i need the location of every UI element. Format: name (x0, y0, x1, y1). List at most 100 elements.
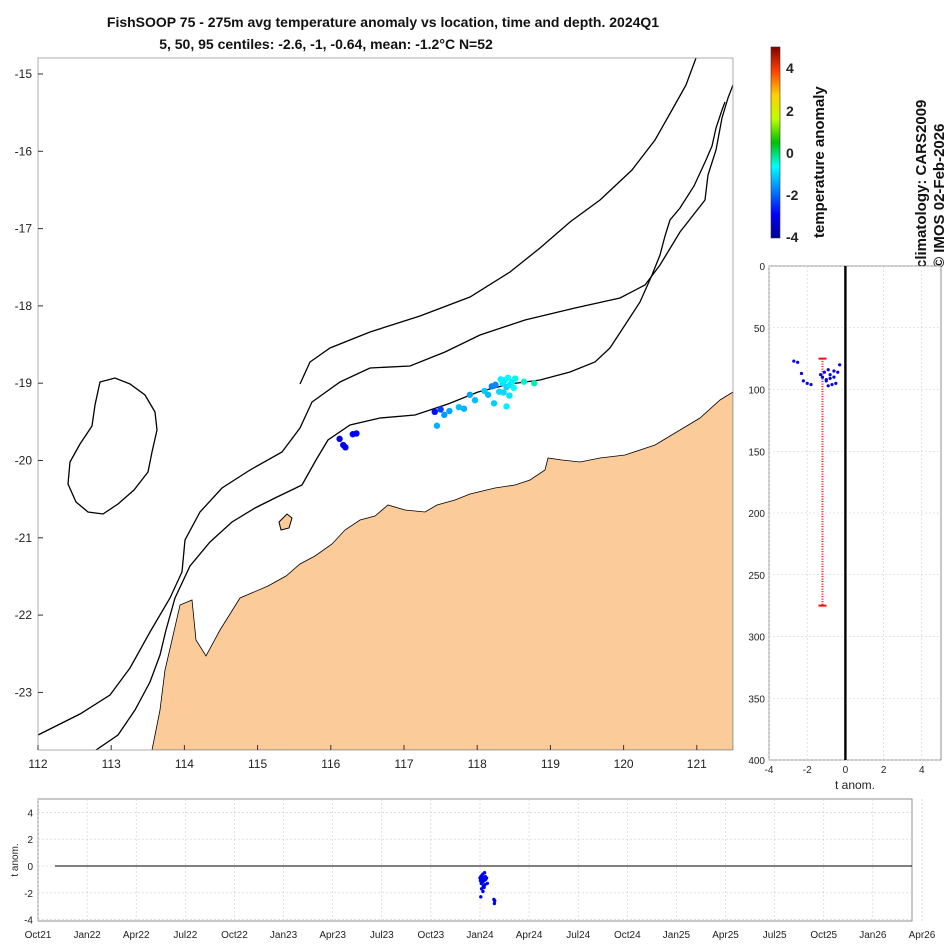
depth-data-point (826, 384, 830, 388)
time-x-ticks: Oct21 Jan22 Apr22 Jul22 Oct22 Jan23 Apr23 Jul23… (25, 930, 936, 941)
depth-data-point (826, 368, 830, 372)
depth-x-tick-label: -2 (803, 765, 812, 776)
colorbar-tick-2: 2 (786, 103, 794, 119)
time-y-tick-label: 4 (27, 808, 33, 819)
map-y-tick-label: -16 (15, 144, 33, 158)
depth-y-tick-label: 100 (748, 386, 765, 397)
map-data-point (512, 375, 519, 382)
time-y-tick-label: -2 (24, 889, 33, 900)
time-data-point (492, 901, 497, 906)
depth-x-tick-label: -4 (765, 765, 774, 776)
map-data-point (471, 397, 479, 404)
time-x-tick-label: Oct24 (614, 930, 641, 941)
map-frame (37, 57, 734, 751)
map-data-point (497, 376, 504, 383)
time-y-tick-label: 2 (27, 835, 33, 846)
bathymetry-contour-inner (95, 101, 726, 750)
colorbar-gradient (770, 46, 781, 239)
time-y-ticks: 4 2 0 -2 -4 (24, 808, 33, 926)
depth-y-tick-label: 350 (748, 694, 765, 705)
offshore-reef-outline (67, 377, 158, 515)
depth-y-tick-label: 400 (748, 756, 765, 767)
depth-data-point (832, 375, 836, 379)
map-data-point (510, 384, 517, 392)
map-data-point (484, 391, 492, 398)
map-data-point (531, 380, 538, 387)
time-data-point (479, 895, 483, 899)
depth-profile-panel: 0 50 100 150 200 250 300 350 400 -4 -2 0 2 4 t anom. (748, 262, 942, 792)
depth-data-point (801, 379, 805, 383)
credit-imos: © IMOS 02-Feb-2026 (931, 124, 948, 268)
colorbar: 4 2 0 -2 -4 temperature anomaly (770, 46, 828, 245)
time-x-tick-label: Oct21 (25, 930, 52, 941)
depth-data-point (828, 373, 832, 377)
map-x-tick-label: 112 (28, 757, 47, 771)
depth-data-point (822, 370, 826, 374)
depth-data-point (820, 375, 825, 379)
colorbar-tick-minus4: -4 (786, 229, 799, 245)
depth-data-point (834, 381, 838, 385)
depth-data-points (792, 359, 842, 388)
map-y-tick-label: -19 (15, 376, 33, 390)
time-x-tick-label: Apr23 (319, 930, 346, 941)
depth-data-point (799, 371, 804, 376)
map-data-point (492, 381, 499, 388)
map-data-point (455, 403, 463, 411)
map-x-tick-label: 120 (614, 757, 634, 771)
map-x-ticks: 112 113 114 115 116 117 118 119 120 121 (28, 745, 707, 771)
map-data-point (520, 378, 528, 385)
map-y-tick-label: -18 (15, 299, 33, 313)
depth-data-point (796, 360, 800, 364)
title-line-2: 5, 50, 95 centiles: -2.6, -1, -0.64, mea… (159, 36, 493, 52)
time-x-tick-label: Jan26 (859, 930, 887, 941)
map-data-point (466, 391, 474, 398)
bathymetry-contour-upper (299, 58, 697, 385)
time-x-tick-label: Jul22 (173, 930, 197, 941)
colorbar-label: temperature anomaly (811, 86, 828, 238)
depth-y-tick-label: 200 (748, 509, 765, 520)
map-data-point (342, 444, 349, 451)
map-y-tick-label: -15 (15, 67, 33, 81)
depth-grid (768, 265, 941, 761)
depth-data-point (824, 379, 828, 383)
depth-data-point (830, 382, 834, 387)
map-x-tick-label: 114 (175, 757, 194, 771)
map-y-tick-label: -21 (15, 531, 33, 545)
map-data-point (503, 403, 510, 410)
depth-x-ticks: -4 -2 0 2 4 (765, 765, 925, 776)
title-line-1: FishSOOP 75 - 275m avg temperature anoma… (107, 14, 659, 30)
depth-y-tick-label: 50 (754, 324, 766, 335)
time-data-point (485, 881, 490, 886)
time-data-point (482, 871, 487, 875)
depth-data-point (838, 363, 842, 367)
island (278, 513, 293, 531)
time-y-tick-label: 0 (27, 862, 33, 873)
map-data-point (504, 374, 512, 381)
depth-y-tick-label: 0 (759, 262, 765, 273)
map-data-point (500, 389, 507, 396)
map-x-tick-label: 115 (248, 757, 267, 771)
depth-x-tick-label: 0 (843, 765, 849, 776)
map-data-point (433, 422, 441, 429)
time-x-tick-label: Apr26 (909, 930, 936, 941)
time-x-tick-label: Jul23 (370, 930, 394, 941)
colorbar-tick-4: 4 (786, 60, 794, 76)
depth-data-point (818, 373, 823, 377)
land-mass (151, 391, 733, 750)
depth-x-label: t anom. (835, 778, 875, 792)
time-x-tick-label: Jan22 (73, 930, 101, 941)
map-data-point (460, 405, 468, 412)
map-data-point (353, 430, 360, 437)
map-data-points (336, 374, 538, 451)
map-data-point (336, 435, 343, 443)
bathymetry-contour-outer (38, 84, 733, 736)
depth-x-tick-label: 4 (919, 765, 925, 776)
depth-y-tick-label: 250 (748, 571, 765, 582)
time-data-point (493, 899, 497, 903)
map-y-ticks: -15 -16 -17 -18 -19 -20 -21 -22 -23 (15, 67, 43, 699)
time-x-tick-label: Oct23 (418, 930, 445, 941)
map-data-point (441, 411, 448, 419)
time-x-tick-label: Apr22 (123, 930, 150, 941)
time-x-tick-label: Jul25 (763, 930, 787, 941)
